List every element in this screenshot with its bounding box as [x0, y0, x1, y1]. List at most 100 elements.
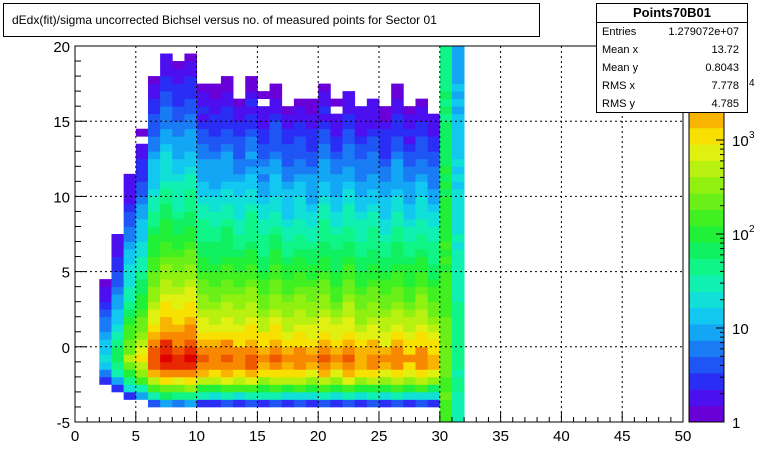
heatmap-cell — [99, 301, 112, 310]
heatmap-cell — [196, 391, 210, 400]
heatmap-cell — [342, 203, 356, 212]
x-tick-label: 30 — [431, 428, 448, 445]
heatmap-cell — [439, 346, 453, 355]
heatmap-cell — [184, 256, 197, 265]
heatmap-cell — [403, 196, 416, 205]
heatmap-cell — [245, 294, 258, 303]
heatmap-cell — [427, 166, 441, 175]
heatmap-cell — [293, 384, 307, 393]
heatmap-cell — [196, 294, 210, 303]
heatmap-cell — [172, 241, 185, 250]
heatmap-cell — [184, 309, 197, 318]
heatmap-cell — [196, 203, 210, 212]
heatmap-cell — [220, 188, 234, 197]
stats-row-entries: Entries 1.279072e+07 — [597, 23, 747, 41]
heatmap-cell — [245, 271, 258, 280]
heatmap-cell — [403, 339, 416, 348]
heatmap-cell — [233, 399, 246, 408]
heatmap-cell — [330, 376, 343, 385]
heatmap-cell — [196, 128, 210, 137]
heatmap-cell — [330, 316, 343, 325]
heatmap-cell — [245, 128, 258, 137]
heatmap-cell — [196, 211, 210, 220]
heatmap-cell — [220, 106, 234, 115]
heatmap-cell — [451, 256, 465, 265]
heatmap-cell — [281, 143, 295, 152]
heatmap-cell — [354, 234, 368, 242]
heatmap-cell — [366, 391, 380, 400]
heatmap-cell — [379, 106, 392, 115]
heatmap-cell — [111, 249, 125, 257]
heatmap-cell — [281, 391, 295, 400]
heatmap-cell — [135, 294, 149, 303]
heatmap-cell — [257, 354, 270, 363]
heatmap-cell — [147, 83, 161, 92]
heatmap-cell — [184, 226, 197, 235]
heatmap-cell — [306, 324, 319, 333]
heatmap-cell — [160, 128, 173, 137]
heatmap-cell — [172, 234, 185, 242]
heatmap-cell — [160, 369, 173, 378]
heatmap-cell — [415, 286, 429, 295]
heatmap-cell — [451, 391, 465, 400]
heatmap-cell — [196, 188, 210, 197]
x-axis: 0 5 10 15 20 25 30 35 40 45 50 — [71, 412, 691, 445]
heatmap-cell — [306, 331, 319, 340]
heatmap-cell — [281, 173, 295, 182]
heatmap-cell — [160, 346, 173, 355]
heatmap-cell — [245, 256, 258, 265]
heatmap-cell — [330, 339, 343, 348]
heatmap-cell — [281, 188, 295, 197]
heatmap-cell — [123, 188, 137, 197]
heatmap-cell — [379, 264, 392, 272]
grid-lines — [75, 46, 683, 422]
heatmap-cell — [160, 354, 173, 363]
heatmap-cell — [160, 256, 173, 265]
heatmap-cell — [245, 226, 258, 235]
heatmap-cell — [293, 339, 307, 348]
heatmap-cell — [439, 53, 453, 62]
heatmap-cell — [160, 158, 173, 167]
heatmap-cell — [123, 346, 137, 355]
heatmap-cell — [245, 391, 258, 400]
heatmap-cell — [330, 173, 343, 182]
heatmap-cell — [208, 211, 222, 220]
heatmap-cell — [342, 354, 356, 363]
heatmap-cell — [293, 173, 307, 182]
x-tick-label: 40 — [553, 428, 570, 445]
heatmap-cell — [172, 376, 185, 385]
heatmap-cell — [147, 234, 161, 242]
heatmap-cell — [451, 294, 465, 303]
heatmap-cell — [184, 361, 197, 370]
heatmap-cell — [220, 249, 234, 257]
heatmap-cell — [439, 98, 453, 107]
heatmap-cell — [160, 151, 173, 160]
stats-label: RMS x — [602, 80, 635, 92]
heatmap-cell — [196, 226, 210, 235]
heatmap-cell — [330, 369, 343, 378]
heatmap-cell — [269, 271, 283, 280]
heatmap-cell — [184, 53, 197, 62]
heatmap-cell — [293, 331, 307, 340]
heatmap-cell — [160, 218, 173, 227]
heatmap-cell — [245, 113, 258, 122]
heatmap-cell — [281, 234, 295, 242]
heatmap-cell — [233, 151, 246, 160]
heatmap-cell — [233, 369, 246, 378]
heatmap-cell — [439, 309, 453, 318]
heatmap-cell — [269, 331, 283, 340]
heatmap-cell — [257, 218, 270, 227]
heatmap-cell — [233, 279, 246, 288]
heatmap-cell — [147, 136, 161, 145]
heatmap-cell — [220, 279, 234, 288]
heatmap-cell — [123, 226, 137, 235]
heatmap-cell — [111, 309, 125, 318]
heatmap-cell — [160, 196, 173, 205]
heatmap-cell — [318, 143, 331, 152]
heatmap-cell — [293, 294, 307, 303]
heatmap-cell — [220, 264, 234, 272]
heatmap-cell — [293, 203, 307, 212]
heatmap-cell — [269, 234, 283, 242]
heatmap-cell — [427, 384, 441, 393]
heatmap-cell — [451, 166, 465, 175]
